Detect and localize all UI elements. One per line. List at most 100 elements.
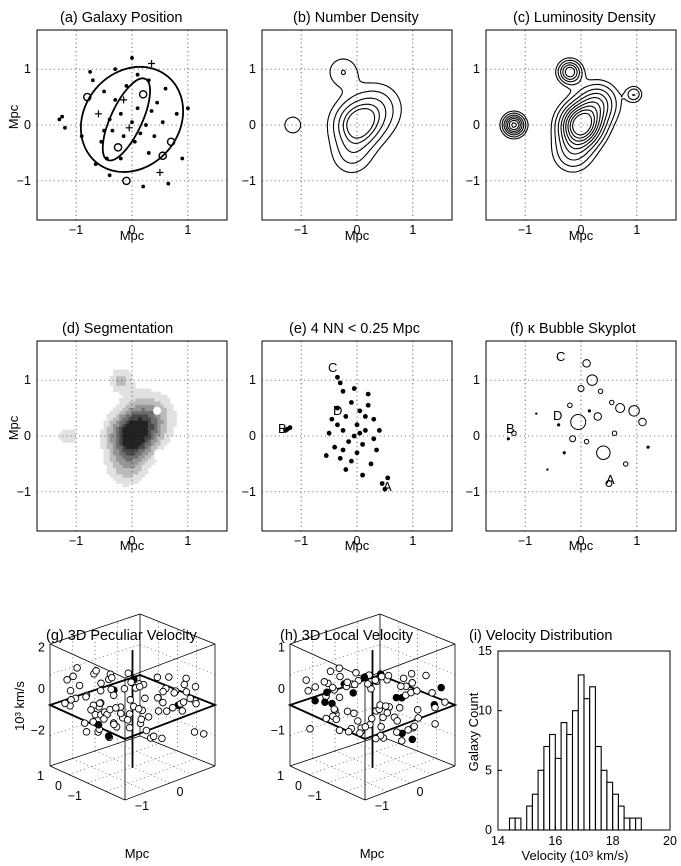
panel-h-velocity-point: [431, 720, 439, 728]
panel-d-density-cell: [138, 458, 142, 462]
panel-d-density-cell: [103, 426, 108, 431]
panel-d-density-cell: [103, 436, 108, 440]
panel-f-bubble: [615, 403, 626, 414]
panel-h-velocity-point: [354, 717, 362, 725]
panel-d-density-cell: [103, 448, 108, 453]
panel-d-density-cell: [151, 439, 155, 443]
panel-f-bubble: [605, 480, 613, 487]
panel-h-grid: [379, 644, 456, 675]
panel-g-velocity-point: [191, 682, 200, 691]
panel-b-contour-line: [284, 58, 402, 174]
panel-e-galaxy-point: [326, 430, 332, 436]
panel-c-ytick: 1: [473, 62, 480, 76]
panel-i-velocity-histogram: 14 16 18 20 15 10 5 0: [478, 644, 677, 848]
panel-h-velocity-point: [377, 723, 385, 731]
panel-d-density-cell: [135, 429, 139, 434]
panel-d-density-cell: [109, 432, 114, 437]
panel-g-velocity-point: [192, 699, 200, 708]
panel-d-density-cell: [116, 423, 120, 427]
panel-d-density-cell: [119, 423, 123, 427]
panel-d-density-cell: [132, 477, 136, 481]
panel-h-grid: [357, 743, 433, 775]
panel-d-density-cell: [154, 439, 158, 443]
panel-d-density-cell: [122, 474, 127, 478]
panel-d-density-cell: [151, 458, 155, 462]
panel-d-density-cell: [151, 426, 155, 431]
panel-g-velocity-point: [170, 689, 179, 697]
panel-d-density-cell: [170, 423, 174, 427]
panel-d-density-cell: [144, 436, 149, 440]
panel-d-density-cell: [151, 432, 155, 437]
panel-e-galaxy-point: [362, 428, 368, 433]
panel-d-density-cell: [166, 436, 171, 440]
panel-d-density-cell: [125, 423, 130, 427]
panel-f-bubble: [570, 414, 587, 431]
panel-e-label-d: D: [333, 403, 342, 418]
panel-d-density-cell: [160, 442, 165, 446]
panel-d-density-cell: [128, 436, 133, 440]
panel-g-velocity-point: [73, 664, 81, 672]
panel-d-frame: [36, 340, 228, 532]
panel-c-xtick: 1: [633, 223, 640, 237]
panel-d-density-cell: [128, 394, 133, 399]
panel-a-galaxy-point: [57, 117, 62, 122]
panel-e-galaxy-point: [379, 481, 385, 486]
panel-d-density-cell: [125, 426, 130, 431]
panel-d-density-cell: [113, 448, 117, 453]
panel-d-density-cell: [147, 445, 152, 450]
panel-d-density-cell: [71, 429, 76, 434]
panel-d-density-cell: [119, 426, 123, 431]
panel-d-density-cell: [106, 448, 111, 453]
panel-d-density-cell: [135, 458, 139, 462]
panel-d-density-cell: [122, 413, 127, 418]
panel-d-density-cell: [128, 461, 133, 465]
panel-g-velocity-point: [82, 693, 90, 701]
panel-d-density-cell: [135, 417, 139, 421]
panel-d-density-cell: [122, 382, 127, 386]
panel-d-density-cell: [106, 423, 111, 427]
panel-d-density-cell: [138, 442, 142, 446]
panel-i-histogram-bar: [594, 745, 602, 831]
panel-d-density-cell: [163, 410, 168, 415]
panel-d-density-cell: [132, 391, 136, 396]
panel-f-bubble: [597, 388, 604, 395]
panel-d-density-cell: [122, 423, 127, 427]
panel-d-density-cell: [147, 413, 152, 418]
panel-d-density-cell: [154, 401, 158, 405]
panel-a-galaxy-point: [113, 97, 118, 102]
panel-d-density-cell: [151, 455, 155, 459]
panel-d-density-cell: [141, 398, 146, 402]
panel-a-galaxy-point: [185, 106, 190, 111]
panel-d-density-cell: [138, 413, 142, 418]
panel-d-density-cell: [147, 401, 152, 405]
panel-d-density-cell: [138, 429, 142, 434]
panel-d-density-cell: [116, 464, 120, 469]
panel-a-xtick: −1: [69, 223, 83, 237]
panel-d-density-cell: [147, 407, 152, 412]
panel-d-density-cell: [119, 464, 123, 469]
panel-g-velocity-point: [142, 726, 151, 735]
panel-d-ytick: 0: [24, 429, 31, 443]
panel-a-ellipse: [79, 65, 185, 173]
panel-d-density-cell: [151, 461, 155, 465]
panel-d-density-cell: [113, 388, 117, 393]
panel-h-velocity-point: [422, 671, 430, 680]
panel-f-bubble-skyplot: −1 1 0 0 1 −1: [466, 340, 677, 548]
panel-d-density-cell: [147, 451, 152, 456]
panel-d-xlabel: Mpc: [120, 538, 145, 553]
panel-d-density-cell: [135, 461, 139, 465]
panel-d-density-cell: [100, 429, 104, 434]
panel-b-contour-line: [332, 69, 394, 164]
panel-d-ytick: 1: [24, 373, 31, 387]
panel-g-velocity-point: [137, 715, 146, 724]
panel-g-velocity-point: [94, 721, 103, 729]
panel-f-bubble: [586, 374, 598, 386]
panel-e-galaxy-point: [287, 425, 293, 431]
panel-d-density-cell: [122, 372, 127, 377]
panel-d-density-cell: [138, 432, 142, 437]
panel-h-velocity-point: [321, 698, 329, 706]
panel-h-velocity-point: [404, 726, 412, 734]
panel-g-velocity-point: [154, 694, 162, 702]
panel-c-contour-line: [505, 64, 609, 155]
panel-d-density-cell: [116, 379, 120, 383]
